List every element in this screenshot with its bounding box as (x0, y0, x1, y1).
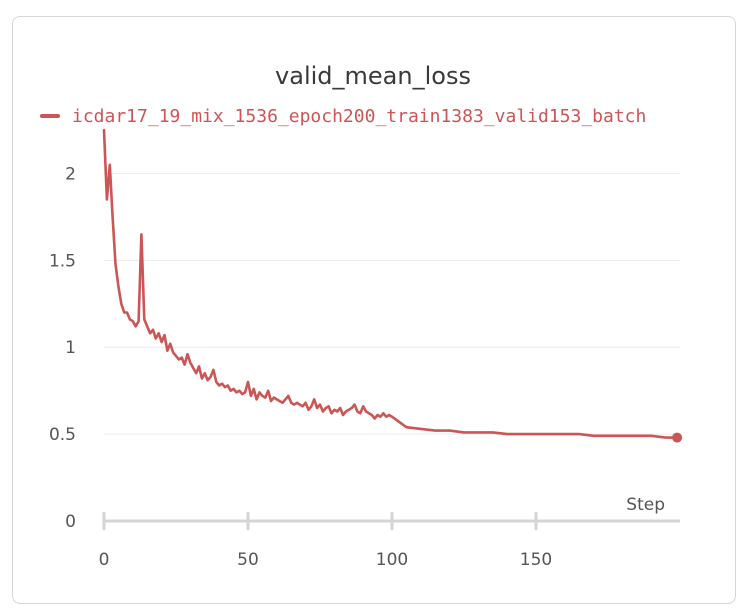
y-tick-label: 1 (65, 338, 76, 358)
series-end-marker (672, 432, 683, 443)
legend[interactable]: icdar17_19_mix_1536_epoch200_train1383_v… (40, 102, 646, 130)
y-tick-label: 1.5 (49, 251, 76, 271)
x-axis-label: Step (626, 495, 665, 515)
y-tick-label: 2 (65, 164, 76, 184)
series-line (102, 128, 679, 439)
legend-swatch (40, 114, 60, 118)
x-tick-label: 100 (376, 550, 408, 570)
chart-title: valid_mean_loss (275, 62, 471, 90)
x-tick-label: 50 (237, 550, 259, 570)
y-tick-label: 0 (65, 512, 76, 532)
x-tick-label: 0 (99, 550, 110, 570)
x-tick-label: 150 (520, 550, 552, 570)
y-tick-label: 0.5 (49, 425, 76, 445)
legend-label: icdar17_19_mix_1536_epoch200_train1383_v… (72, 105, 647, 127)
chart-panel (12, 16, 736, 604)
